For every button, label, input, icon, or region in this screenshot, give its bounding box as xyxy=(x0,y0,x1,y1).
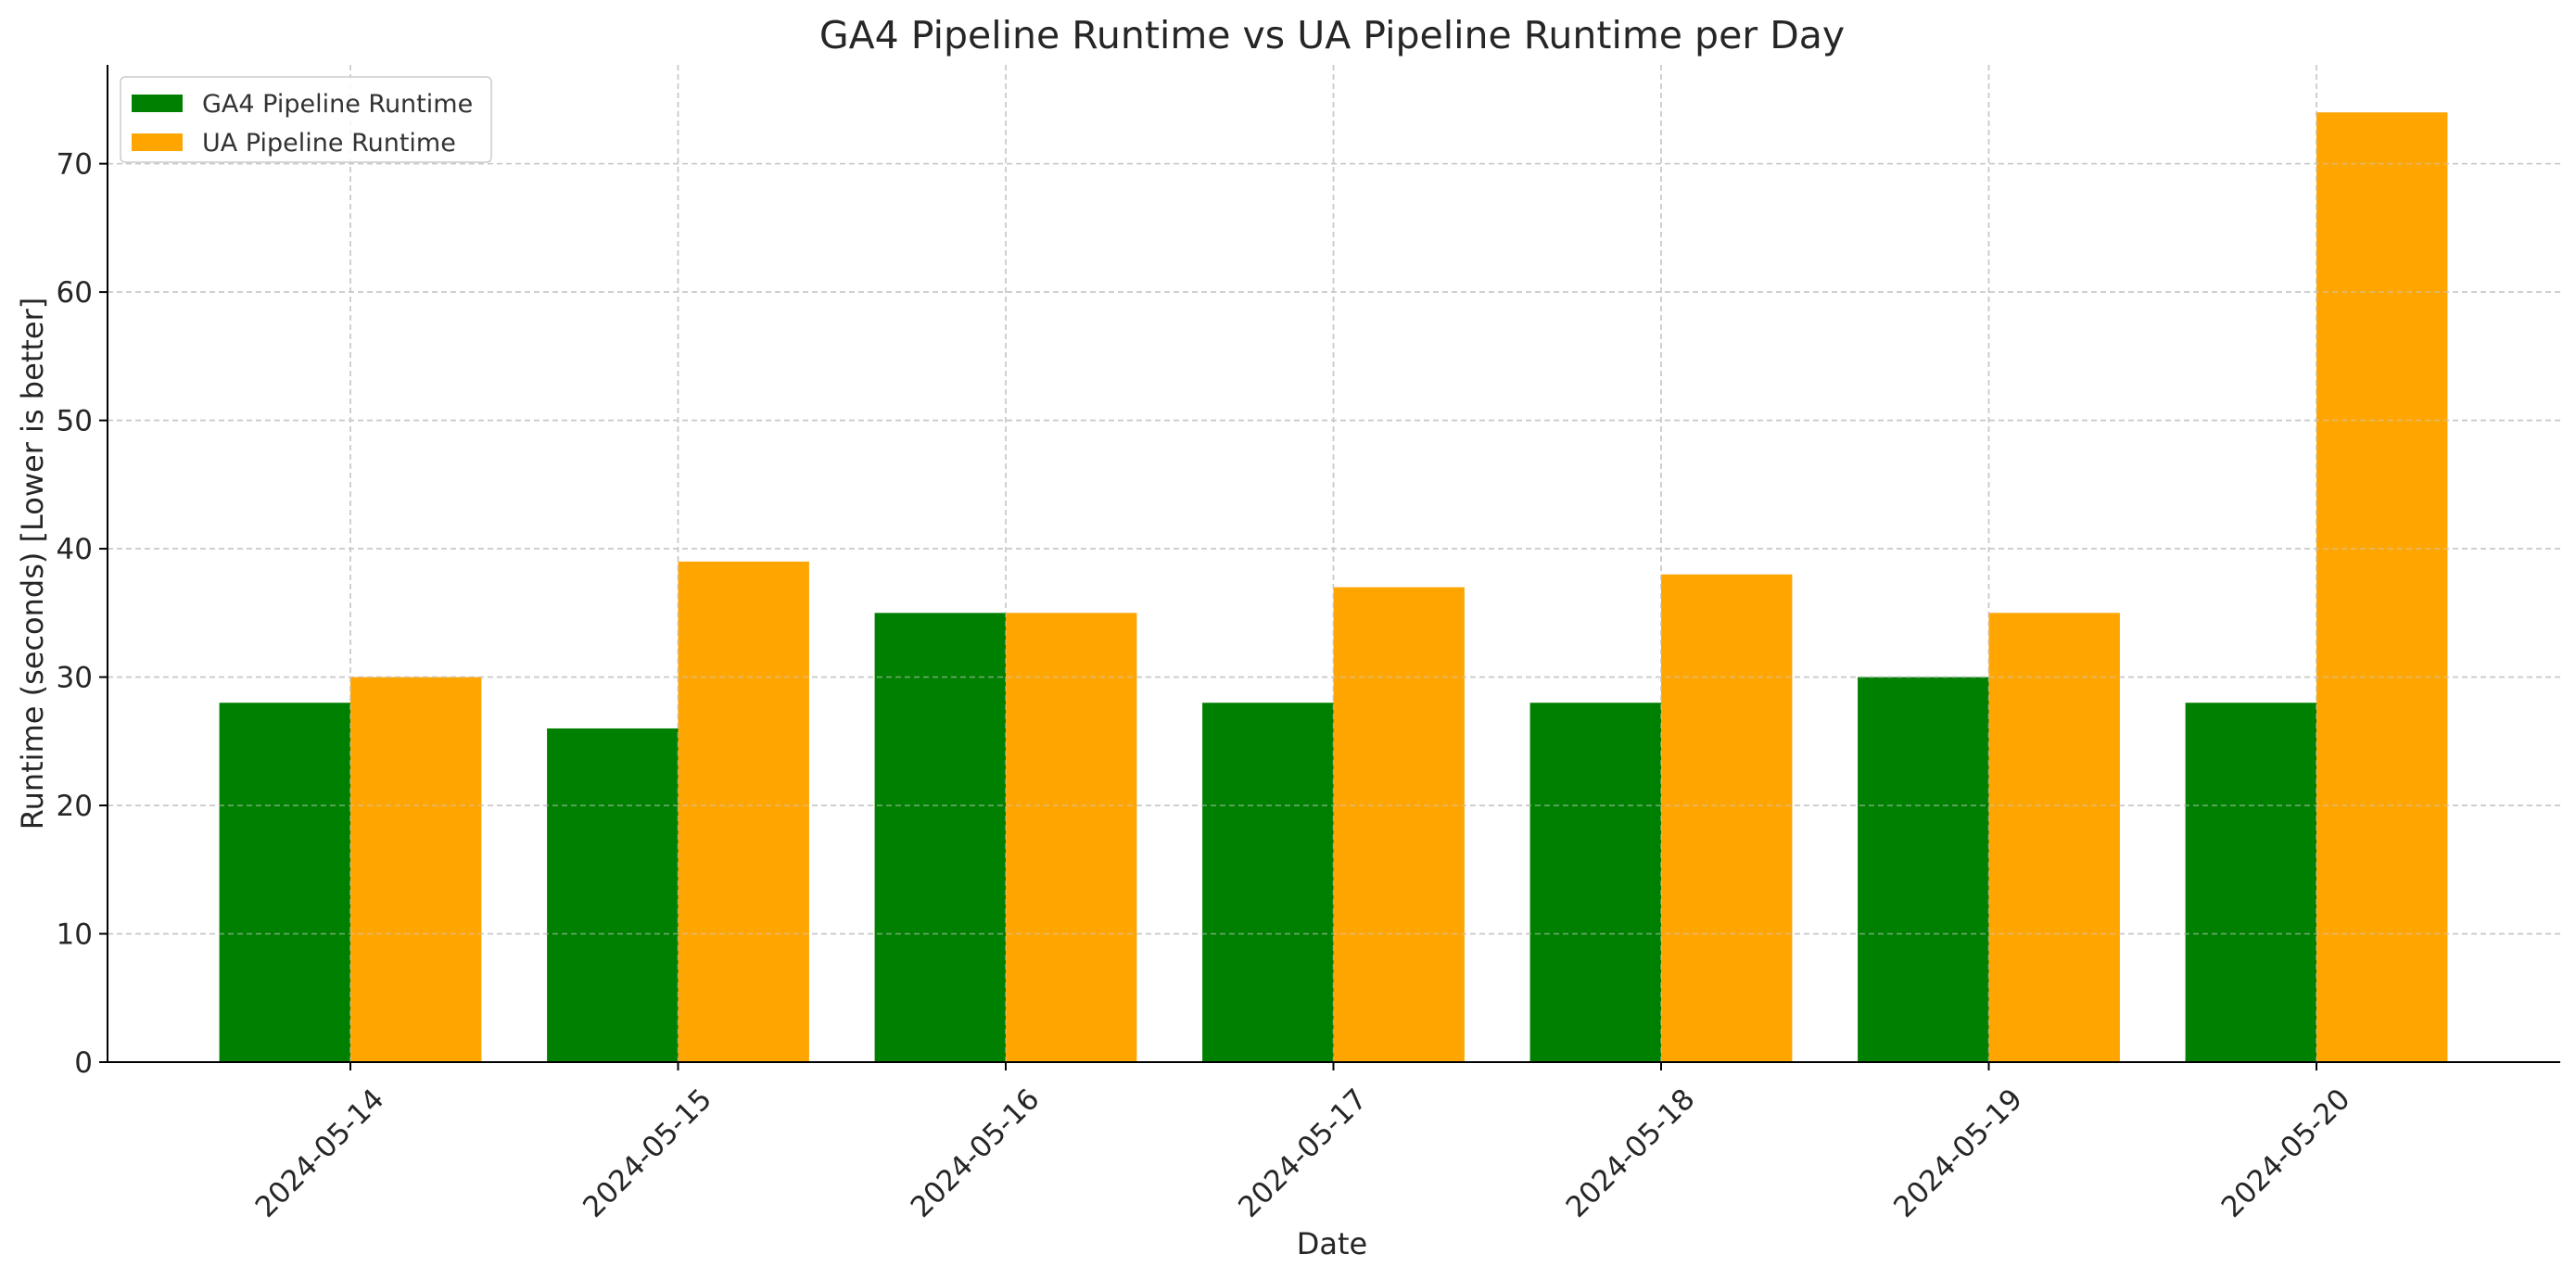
legend-swatch-ua xyxy=(132,133,183,151)
x-tick-label-2024-05-19: 2024-05-19 xyxy=(1887,1083,2029,1224)
bar-ga4-2024-05-18 xyxy=(1529,703,1661,1062)
y-tick-label: 20 xyxy=(57,790,93,823)
bar-ua-2024-05-20 xyxy=(2316,112,2448,1063)
bar-ga4-2024-05-14 xyxy=(219,703,350,1062)
y-tick-label: 50 xyxy=(57,405,93,438)
bar-ua-2024-05-19 xyxy=(1988,613,2120,1062)
x-tick-label-2024-05-17: 2024-05-17 xyxy=(1232,1083,1374,1224)
y-tick-label: 0 xyxy=(74,1046,93,1080)
bar-ua-2024-05-18 xyxy=(1661,574,1793,1062)
bar-ga4-2024-05-15 xyxy=(547,728,679,1062)
x-tick-label-2024-05-18: 2024-05-18 xyxy=(1560,1083,1702,1224)
y-tick-label: 70 xyxy=(57,148,93,182)
x-tick-label-2024-05-15: 2024-05-15 xyxy=(577,1083,718,1224)
bar-ua-2024-05-14 xyxy=(350,677,482,1062)
bar-ua-2024-05-15 xyxy=(678,561,809,1062)
y-tick-label: 40 xyxy=(57,533,93,566)
bar-ga4-2024-05-17 xyxy=(1202,703,1334,1062)
x-axis-label: Date xyxy=(1297,1226,1367,1261)
legend-box xyxy=(120,76,492,163)
x-tick-label-2024-05-20: 2024-05-20 xyxy=(2215,1083,2357,1224)
bar-ua-2024-05-17 xyxy=(1333,587,1465,1062)
y-tick-label: 30 xyxy=(57,662,93,695)
chart-title: GA4 Pipeline Runtime vs UA Pipeline Runt… xyxy=(819,13,1845,57)
bar-ua-2024-05-16 xyxy=(1006,613,1137,1062)
y-axis-label: Runtime (seconds) [Lower is better] xyxy=(15,298,50,829)
legend: GA4 Pipeline Runtime UA Pipeline Runtime xyxy=(120,76,492,163)
bars xyxy=(108,65,2560,1063)
bar-ga4-2024-05-20 xyxy=(2185,703,2316,1062)
y-tick-label: 60 xyxy=(57,276,93,310)
x-tick-label-2024-05-16: 2024-05-16 xyxy=(905,1083,1047,1224)
y-tick-label: 10 xyxy=(57,918,93,952)
legend-label-ga4: GA4 Pipeline Runtime xyxy=(202,90,473,119)
bar-ga4-2024-05-19 xyxy=(1858,677,1989,1062)
legend-swatch-ga4 xyxy=(132,95,183,112)
x-tick-label-2024-05-14: 2024-05-14 xyxy=(249,1083,391,1224)
bar-ga4-2024-05-16 xyxy=(874,613,1006,1062)
legend-label-ua: UA Pipeline Runtime xyxy=(202,129,456,158)
